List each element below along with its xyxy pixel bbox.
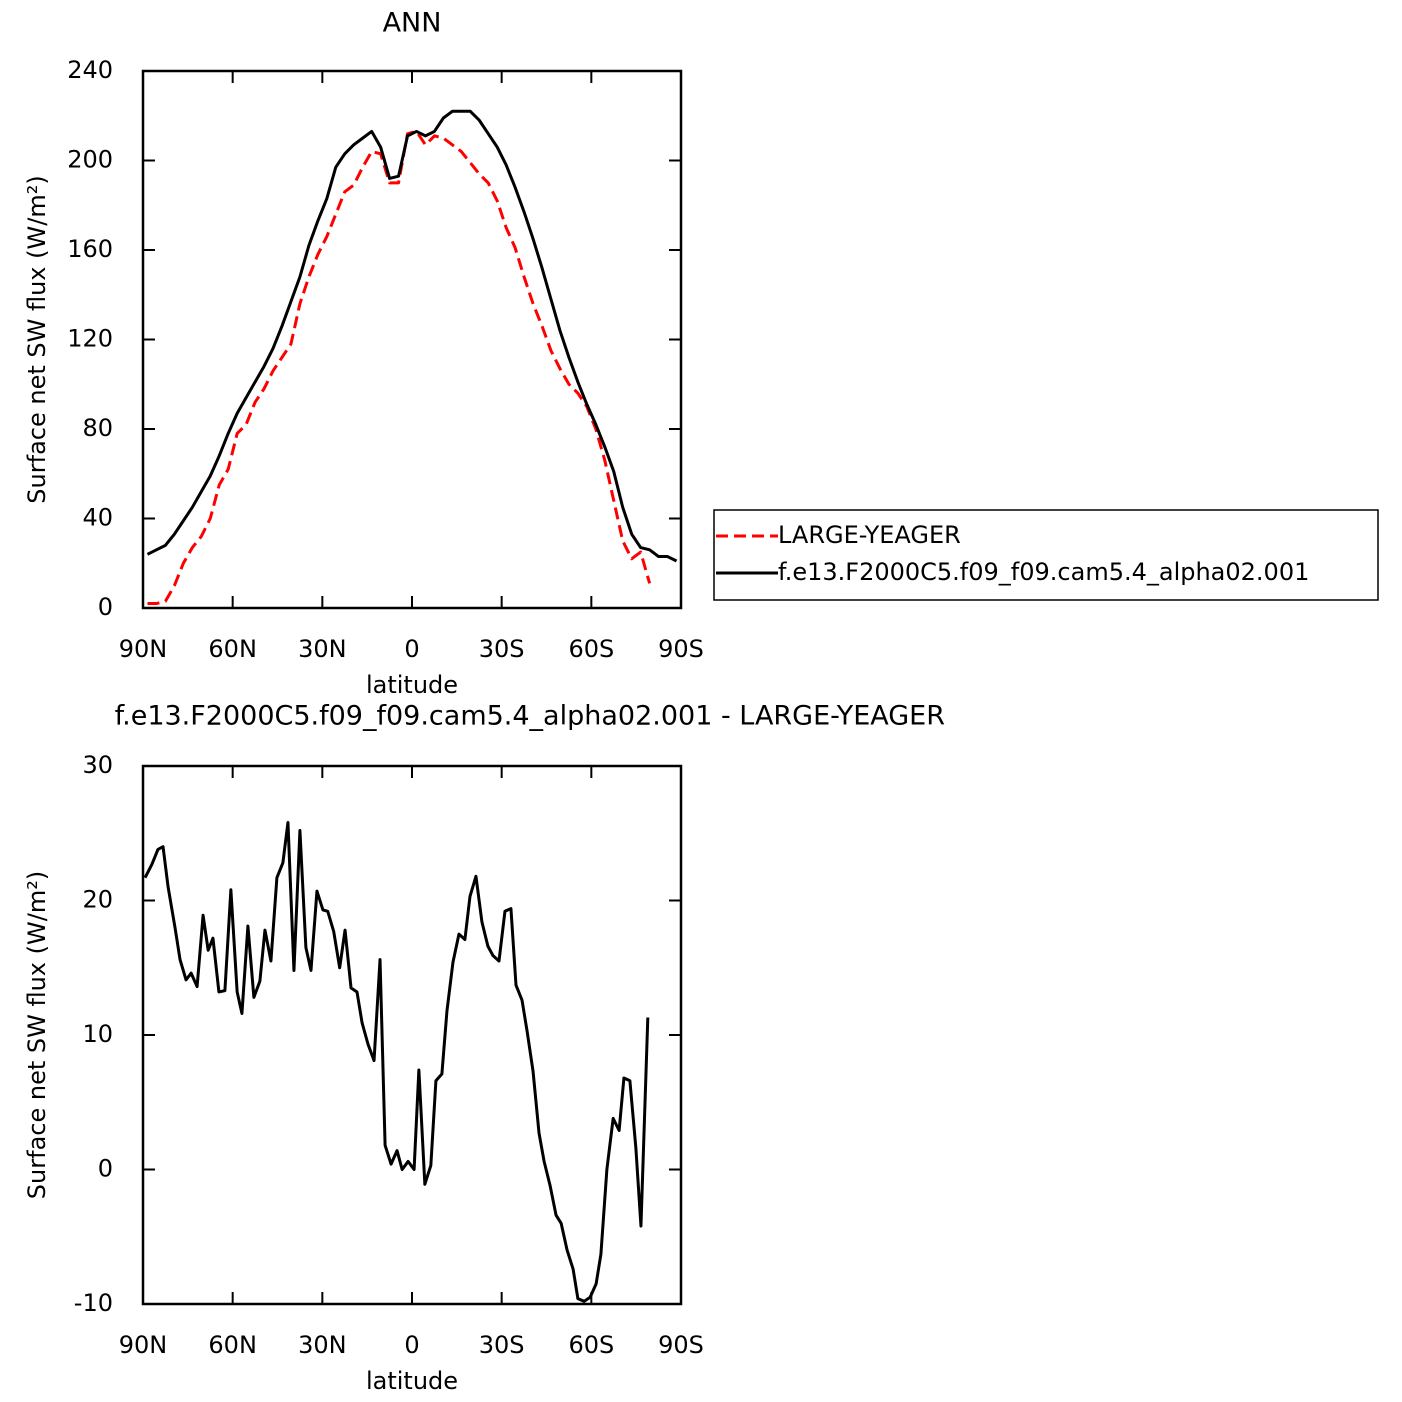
y-tick-label: 0 [98,593,113,621]
y-tick-label: 200 [67,146,113,174]
x-tick-label: 60S [568,1331,614,1359]
y-tick-label: 120 [67,325,113,353]
x-tick-label: 90N [119,635,168,663]
series-line [147,129,652,606]
x-axis-label: latitude [366,671,458,699]
x-tick-label: 30S [479,1331,525,1359]
series-line [146,109,678,563]
y-tick-label: 80 [82,414,113,442]
x-tick-label: 90S [658,635,704,663]
legend-label: LARGE-YEAGER [778,521,961,549]
y-tick-label: 40 [82,504,113,532]
x-tick-label: 90S [658,1331,704,1359]
x-tick-label: 0 [404,1331,419,1359]
x-tick-label: 30N [298,1331,347,1359]
chart-title: ANN [383,8,442,39]
legend-box [713,509,1379,601]
y-tick-label: 0 [98,1155,113,1183]
y-axis-label: Surface net SW flux (W/m²) [23,175,51,503]
y-axis-label: Surface net SW flux (W/m²) [23,871,51,1199]
y-tick-label: -10 [74,1289,113,1317]
y-tick-label: 10 [82,1020,113,1048]
chart-title: f.e13.F2000C5.f09_f09.cam5.4_alpha02.001… [115,701,945,732]
series-line [143,820,650,1303]
legend-label: f.e13.F2000C5.f09_f09.cam5.4_alpha02.001 [778,558,1309,586]
x-axis-label: latitude [366,1367,458,1395]
y-tick-label: 240 [67,56,113,84]
x-tick-label: 30S [479,635,525,663]
x-tick-label: 90N [119,1331,168,1359]
y-tick-label: 30 [82,751,113,779]
y-tick-label: 20 [82,886,113,914]
x-tick-label: 60N [208,635,257,663]
x-tick-label: 30N [298,635,347,663]
x-tick-label: 0 [404,635,419,663]
x-tick-label: 60S [568,635,614,663]
plot-frame [141,764,683,1306]
x-tick-label: 60N [208,1331,257,1359]
y-tick-label: 160 [67,235,113,263]
plot-frame [141,69,683,610]
